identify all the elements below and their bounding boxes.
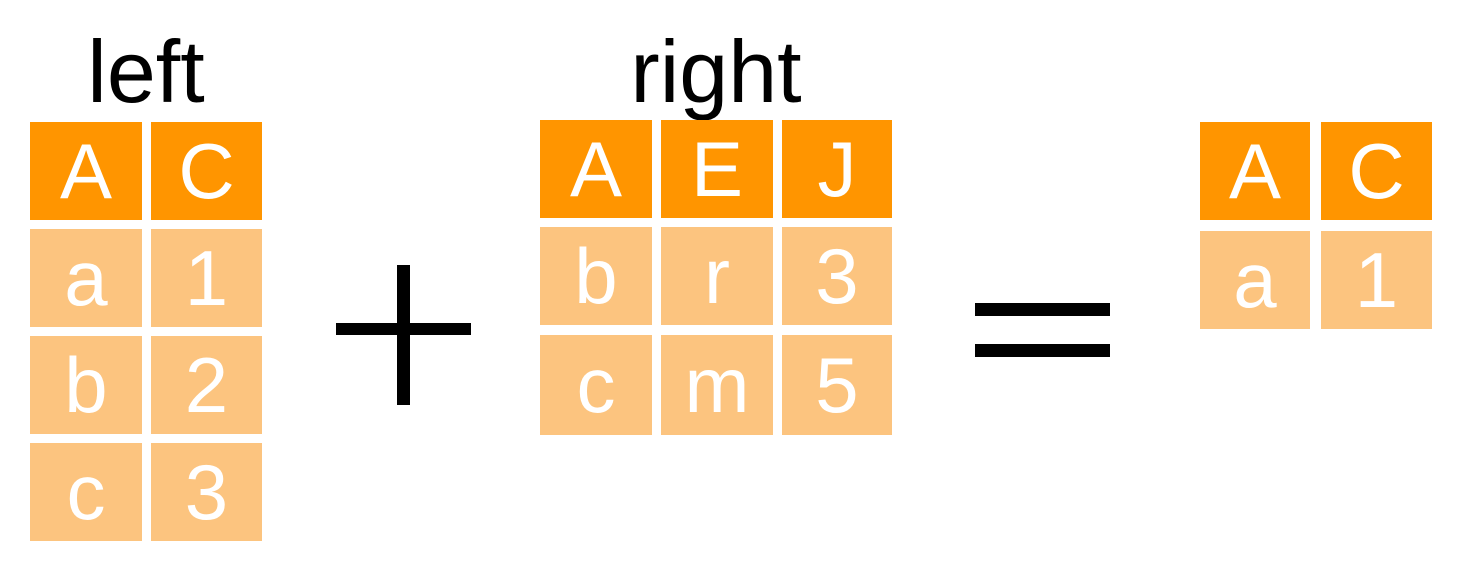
- right-header-a: A: [540, 120, 652, 218]
- left-cell: a: [30, 229, 142, 327]
- left-cell: b: [30, 336, 142, 434]
- right-cell: b: [540, 227, 652, 325]
- right-cell: m: [661, 335, 773, 435]
- left-header-c: C: [151, 122, 262, 220]
- left-cell: 2: [151, 336, 262, 434]
- right-cell: 3: [782, 227, 892, 325]
- left-table-title: left: [87, 22, 205, 121]
- left-cell: c: [30, 443, 142, 541]
- result-cell: 1: [1321, 231, 1432, 329]
- left-cell: 3: [151, 443, 262, 541]
- right-cell: r: [661, 227, 773, 325]
- result-cell: a: [1200, 231, 1310, 329]
- left-header-a: A: [30, 122, 142, 220]
- right-header-j: J: [782, 120, 892, 218]
- right-cell: c: [540, 335, 652, 435]
- right-table-title: right: [630, 22, 802, 121]
- right-header-e: E: [661, 120, 773, 218]
- result-header-a: A: [1200, 122, 1310, 220]
- left-cell: 1: [151, 229, 262, 327]
- right-cell: 5: [782, 335, 892, 435]
- result-header-c: C: [1321, 122, 1432, 220]
